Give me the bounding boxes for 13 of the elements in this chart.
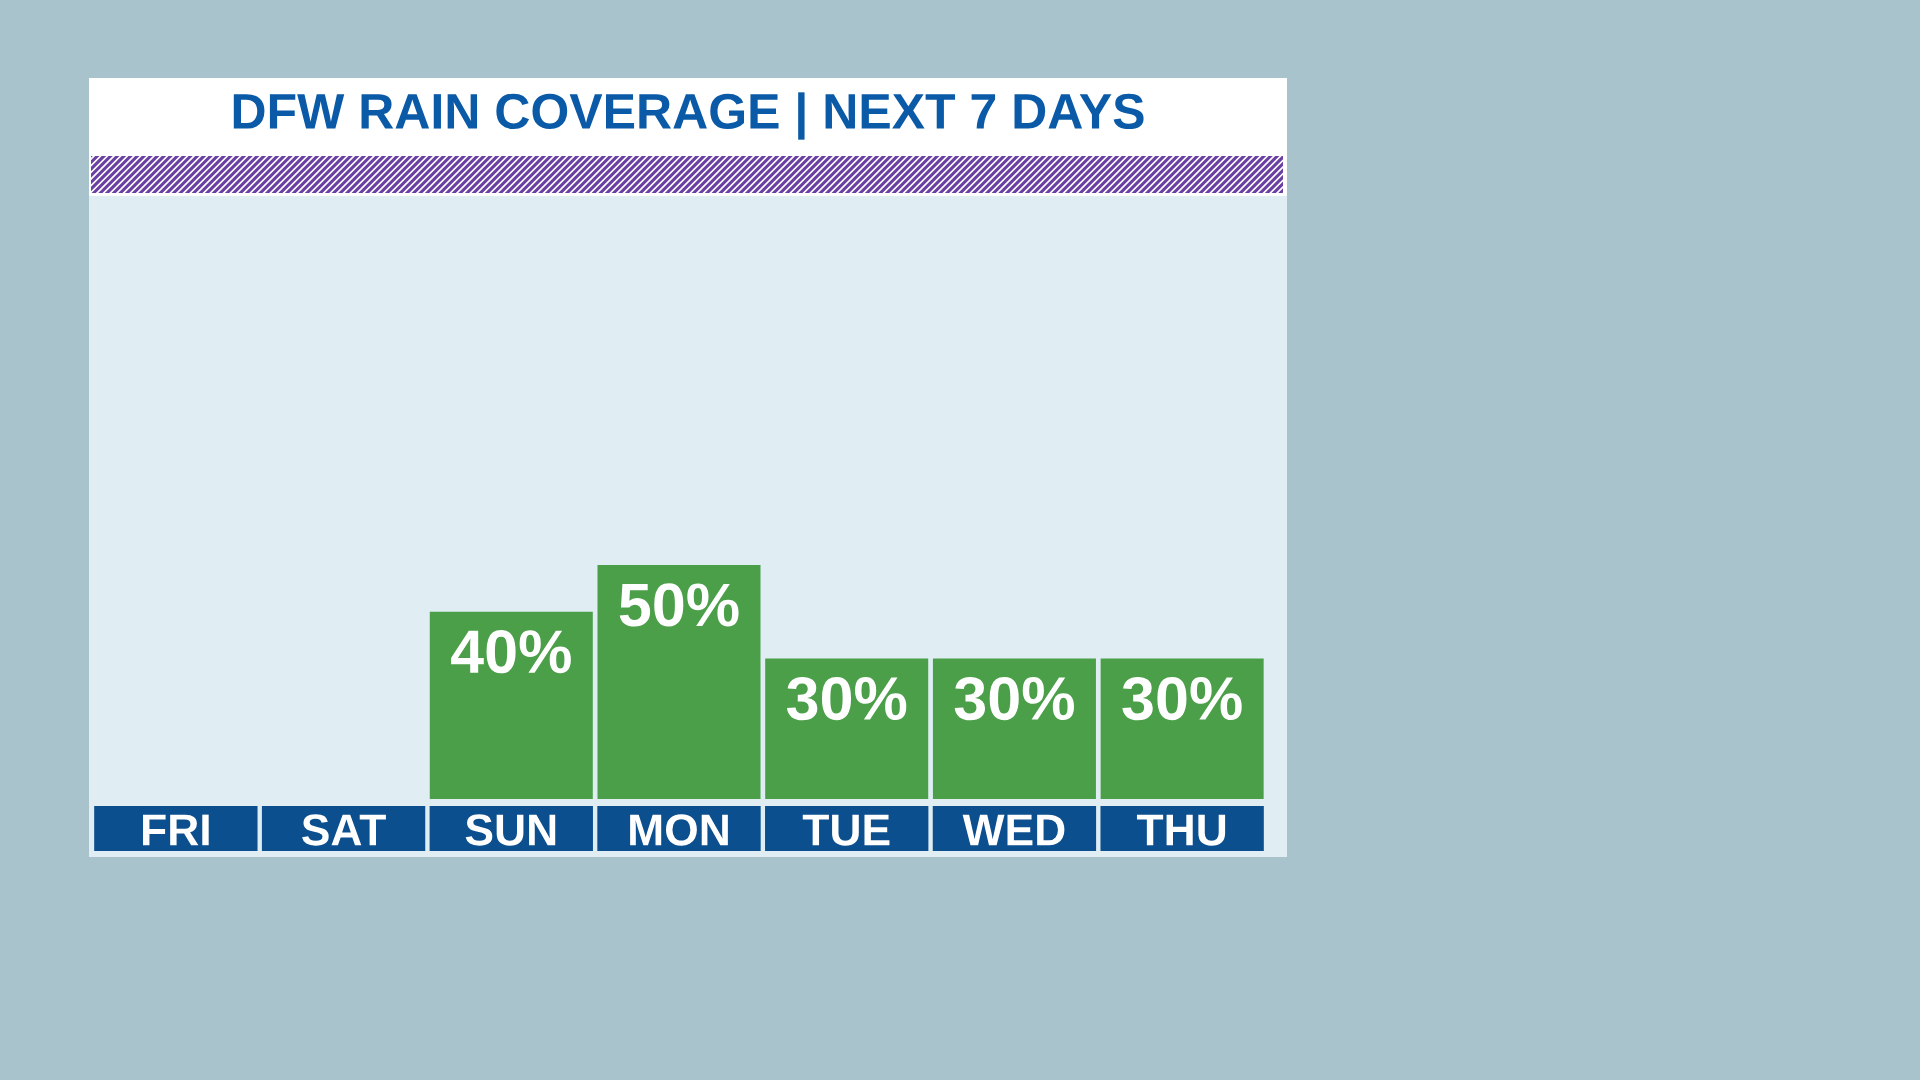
x-tick-label: SAT — [302, 814, 386, 846]
data-label: 30% — [954, 676, 1074, 721]
data-label: 40% — [451, 630, 571, 674]
data-label: 30% — [1122, 676, 1242, 721]
x-tick-label: SUN — [465, 814, 556, 846]
chart-title: DFW RAIN COVERAGE | NEXT 7 DAYS — [233, 92, 1144, 140]
x-tick-label: TUE — [802, 814, 890, 846]
x-tick-label: WED — [962, 814, 1065, 846]
x-tick-label: THU — [1136, 814, 1226, 846]
data-label: 50% — [619, 583, 739, 627]
data-label: 30% — [786, 676, 907, 721]
x-tick-label: FRI — [143, 814, 209, 846]
x-tick-label: MON — [630, 814, 728, 846]
